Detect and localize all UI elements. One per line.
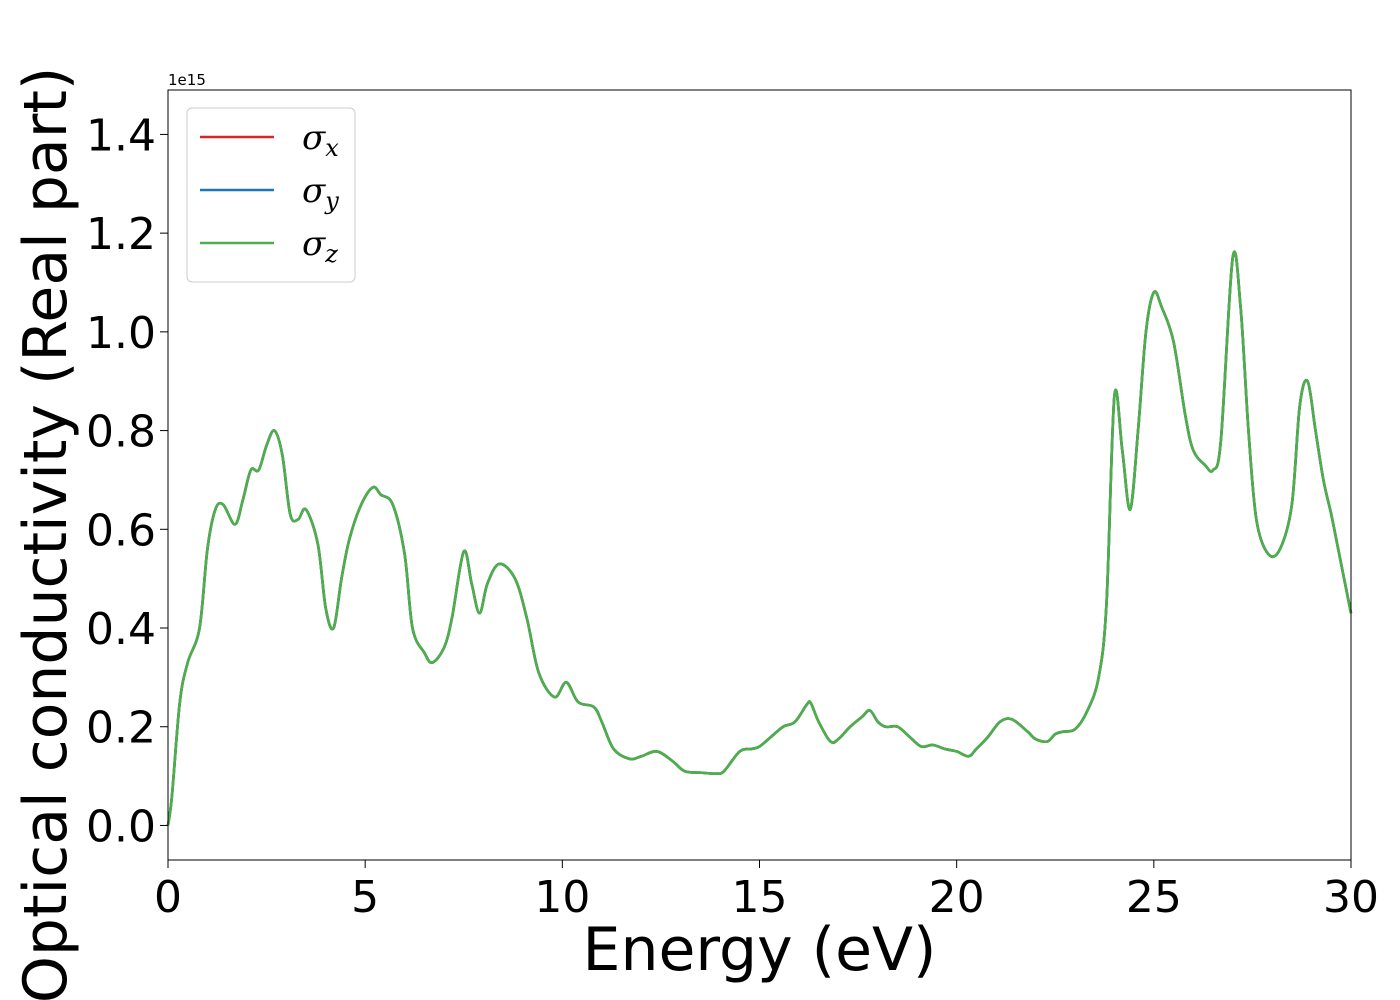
y-tick-label: 0.0 [86,801,156,852]
y-tick-label: 0.8 [86,407,156,458]
x-axis-title: Energy (eV) [583,915,937,985]
y-tick-label: 1.2 [86,209,156,260]
x-tick-label: 30 [1323,872,1379,923]
legend: σx σy σz [186,107,356,283]
x-axis: 0 5 10 15 20 25 30 [154,860,1379,923]
x-tick-label: 5 [351,872,379,923]
legend-label-z: σz [302,224,338,268]
legend-label-y: σy [302,171,339,215]
x-tick-label: 15 [732,872,788,923]
x-tick-label: 0 [154,872,182,923]
x-tick-label: 20 [929,872,985,923]
series-line-z [166,250,1353,826]
x-tick-label: 25 [1126,872,1182,923]
y-offset-label: 1e15 [168,71,206,89]
y-axis-title: Optical conductivity (Real part) [11,67,81,1000]
legend-label-x: σx [302,118,339,162]
y-tick-label: 1.0 [86,308,156,359]
y-tick-label: 0.6 [86,505,156,556]
series-layer [166,250,1353,826]
y-tick-label: 0.4 [86,604,156,655]
x-tick-label: 10 [534,872,590,923]
y-tick-label: 1.4 [86,110,156,161]
y-axis: 0.0 0.2 0.4 0.6 0.8 1.0 1.2 1.4 [86,110,168,852]
y-tick-label: 0.2 [86,703,156,754]
legend-box [186,107,356,283]
